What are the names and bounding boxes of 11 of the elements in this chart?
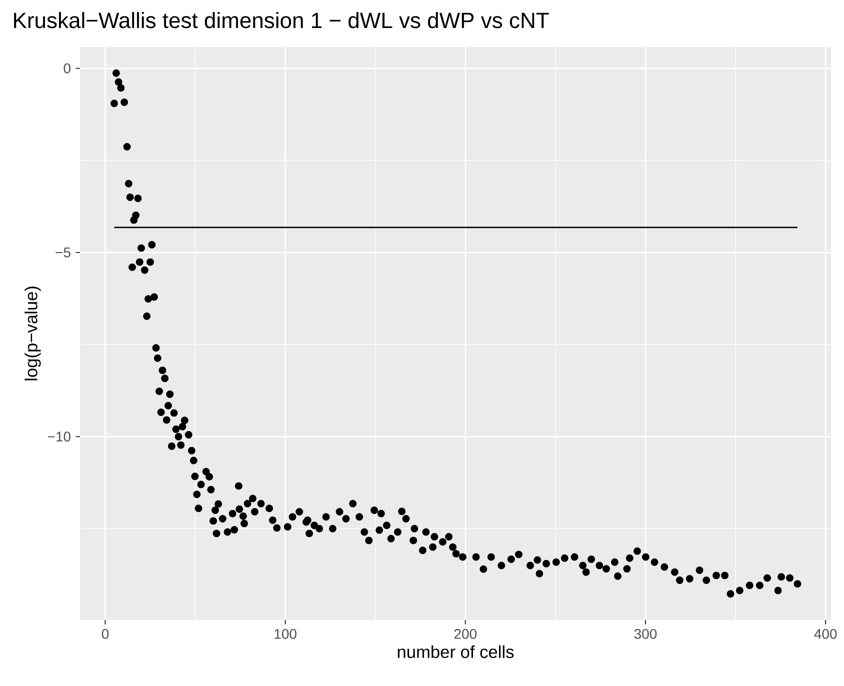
y-tick-label: 0 — [64, 63, 70, 74]
x-tick-label: 300 — [634, 628, 657, 639]
x-axis-title: number of cells — [398, 645, 514, 658]
x-tick-label: 0 — [102, 628, 109, 639]
x-tick-label: 100 — [274, 628, 296, 639]
x-tick-label: 200 — [454, 628, 477, 639]
chart-title: Kruskal−Wallis test dimension 1 − dWL vs dWP vs cNT — [14, 12, 549, 28]
x-tick-label: 400 — [814, 628, 837, 639]
y-tick-label: −10 — [48, 432, 70, 442]
y-tick-label: −5 — [56, 248, 70, 258]
y-axis-title: log(p−value) — [24, 286, 41, 380]
